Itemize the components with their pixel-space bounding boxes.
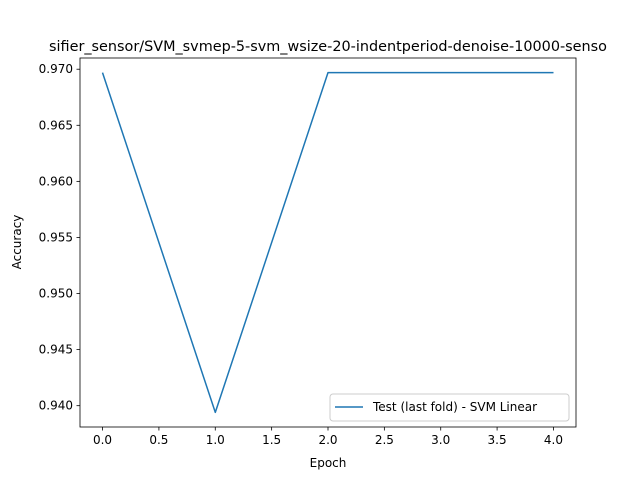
series-layer [101,71,554,414]
x-tick-label: 3.5 [488,433,507,447]
y-axis-label: Accuracy [10,215,24,270]
y-tick-label: 0.940 [39,399,73,413]
legend: Test (last fold) - SVM Linear [329,393,570,422]
x-tick-label: 0.0 [93,433,112,447]
y-tick-label: 0.945 [39,343,73,357]
y-tick-label: 0.965 [39,118,73,132]
chart-title: sifier_sensor/SVM_svmep-5-svm_wsize-20-i… [49,39,607,55]
plot-area [79,57,577,428]
y-tick-label: 0.970 [39,62,73,76]
ticks: 0.0 0.5 1.0 1.5 2.0 2.5 3.0 3.5 4.0 0.940 0.945 0.9… [39,62,563,447]
series-line [101,71,554,414]
y-tick-label: 0.955 [39,230,73,244]
x-tick-label: 2.5 [375,433,394,447]
y-tick-label: 0.950 [39,287,73,301]
x-tick-label: 1.5 [262,433,281,447]
legend-box [329,393,570,422]
x-tick-label: 3.0 [431,433,450,447]
axes-frame [79,57,577,428]
x-tick-label: 4.0 [544,433,563,447]
x-axis-label: Epoch [310,456,347,470]
legend-label: Test (last fold) - SVM Linear [372,400,537,414]
x-tick-label: 1.0 [206,433,225,447]
x-tick-label: 0.5 [149,433,168,447]
y-tick-label: 0.960 [39,174,73,188]
x-tick-label: 2.0 [318,433,337,447]
